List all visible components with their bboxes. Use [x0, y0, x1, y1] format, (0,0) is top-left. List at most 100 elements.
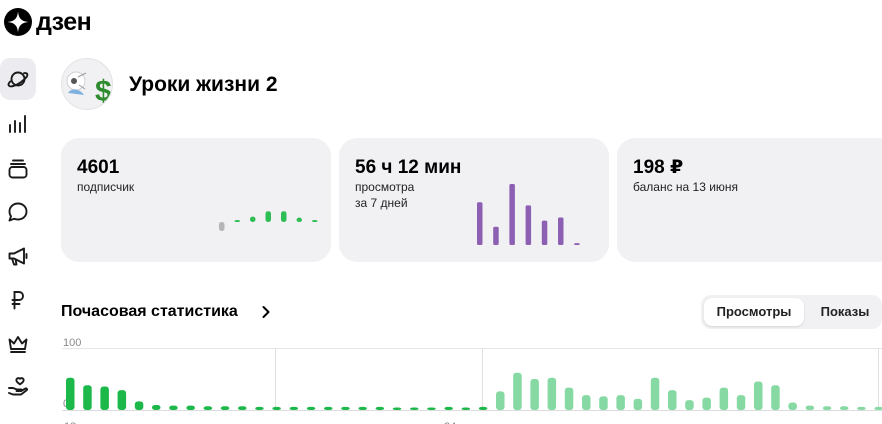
hourly-bar [117, 390, 127, 410]
balance-card[interactable]: 198 ₽ баланс на 13 июня [617, 138, 882, 262]
subscribers-card[interactable]: 4601 подписчик [61, 138, 331, 262]
hourly-bar [805, 405, 815, 410]
hourly-bar [788, 402, 797, 410]
views-bar [509, 184, 515, 245]
hourly-bar [427, 407, 436, 410]
views-time: 56 ч 12 мин [355, 157, 462, 178]
views-period-label: за 7 дней [355, 196, 408, 210]
hourly-bar [685, 400, 694, 410]
logo-text: дзен [36, 8, 92, 36]
metric-toggle: Просмотры Показы [701, 295, 882, 329]
hourly-bar [564, 387, 574, 410]
hourly-bar [496, 391, 505, 410]
hourly-bar [134, 401, 144, 410]
views-bar [493, 226, 499, 245]
nav-item-planet[interactable] [0, 58, 36, 100]
hourly-bar [754, 381, 763, 410]
nav-item-donations[interactable] [0, 366, 36, 408]
hourly-bar [444, 406, 453, 410]
megaphone-icon [8, 247, 28, 266]
hourly-stats-title[interactable]: Почасовая статистика [61, 303, 238, 320]
avatar[interactable]: $ [61, 58, 113, 110]
nav-item-premium[interactable] [0, 323, 36, 365]
comments-icon [8, 202, 28, 222]
views-label: просмотра [355, 180, 415, 194]
balance-label: баланс на 13 июня [633, 180, 739, 194]
chevron-right-icon[interactable] [258, 302, 276, 322]
subscribers-bar [219, 222, 225, 231]
hourly-bar [857, 406, 866, 410]
hourly-bar [702, 397, 711, 410]
hourly-bar [461, 407, 471, 410]
hourly-bar [324, 406, 333, 410]
views-mini-chart [477, 184, 580, 245]
subscribers-label: подписчик [77, 180, 135, 194]
x-tick-24: 24 [444, 421, 456, 424]
nav-item-monetization[interactable] [0, 279, 36, 321]
views-bar [558, 217, 564, 245]
hourly-bar [822, 406, 832, 410]
hourly-bar [633, 398, 643, 410]
hourly-bar [289, 406, 299, 410]
hourly-bar [238, 406, 247, 410]
hourly-views-chart: 100 0 18 24 [62, 337, 882, 424]
subscribers-bar [281, 211, 287, 222]
hourly-bar [478, 406, 488, 410]
planet-icon [7, 71, 29, 88]
crown-icon [8, 336, 28, 353]
hand-heart-icon [8, 377, 28, 396]
subscribers-bar [312, 220, 318, 222]
hourly-bar [358, 406, 367, 410]
x-tick-18: 18 [64, 421, 76, 424]
tab-views[interactable]: Просмотры [704, 298, 804, 326]
hourly-bar [736, 395, 746, 410]
hourly-bar [668, 390, 677, 410]
balance-amount: 198 ₽ [633, 157, 684, 178]
hourly-bar [513, 372, 522, 410]
hourly-bar [392, 407, 402, 410]
subscribers-count: 4601 [77, 157, 120, 178]
dzen-star-icon [4, 8, 32, 36]
hourly-bar [169, 405, 178, 410]
subscribers-mini-chart [219, 211, 318, 231]
hourly-bar [599, 396, 608, 410]
hourly-bar [410, 407, 419, 410]
views-bar [541, 220, 548, 245]
hourly-bar [186, 405, 195, 410]
views-bar [477, 202, 483, 245]
hourly-bar [582, 395, 591, 410]
subscribers-bar [296, 217, 302, 222]
nav-item-statistics[interactable] [0, 103, 36, 145]
svg-text:$: $ [95, 75, 112, 108]
nav-item-comments[interactable] [0, 191, 36, 233]
hourly-bar [203, 406, 213, 410]
channel-title: Уроки жизни 2 [129, 73, 278, 96]
nav-item-promotion[interactable] [0, 235, 36, 277]
views-bar [525, 205, 532, 245]
hourly-bar [375, 406, 385, 410]
hourly-bar [874, 406, 882, 410]
subscribers-bar [250, 216, 256, 222]
hourly-bar [547, 377, 557, 410]
subscribers-bar [234, 220, 240, 222]
hourly-bar [272, 406, 281, 410]
dzen-logo[interactable]: дзен [4, 8, 92, 36]
hourly-bar [616, 395, 625, 410]
hourly-bar [306, 406, 316, 410]
statistics-icon [9, 115, 26, 133]
nav-item-publications[interactable] [0, 148, 36, 190]
y-tick-100: 100 [63, 337, 81, 349]
ruble-icon [11, 291, 24, 310]
hourly-bar [66, 377, 75, 410]
hourly-bar [100, 386, 109, 410]
views-card[interactable]: 56 ч 12 мин просмотра за 7 дней [339, 138, 609, 262]
subscribers-bar [265, 211, 271, 222]
hourly-bar [341, 406, 350, 410]
dollar-avatar-icon: $ [66, 71, 112, 108]
views-bar [574, 243, 580, 245]
hourly-bar [255, 406, 264, 410]
tab-impressions[interactable]: Показы [820, 304, 870, 319]
hourly-bar [719, 387, 729, 410]
hourly-bar [152, 405, 161, 410]
hourly-bar [530, 379, 539, 410]
